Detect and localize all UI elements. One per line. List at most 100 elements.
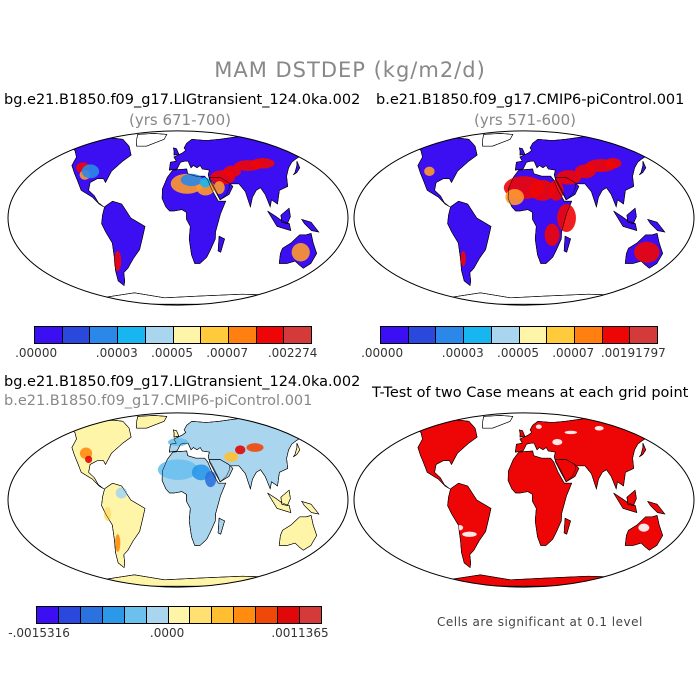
coastline bbox=[278, 233, 317, 269]
colorbar-tick-label: .00007 bbox=[206, 346, 249, 360]
coastline bbox=[301, 218, 320, 233]
colorbar-box bbox=[256, 607, 279, 623]
coastline bbox=[136, 133, 168, 147]
map-border bbox=[353, 412, 695, 588]
coastline bbox=[661, 549, 678, 561]
coastline bbox=[293, 443, 301, 458]
dust-case bbox=[180, 173, 203, 187]
coastline bbox=[507, 168, 573, 264]
map-layer bbox=[354, 130, 694, 306]
coastline bbox=[280, 489, 291, 506]
bottom-left-colorbar bbox=[36, 606, 322, 624]
coastline bbox=[482, 133, 514, 147]
coastline bbox=[136, 415, 168, 429]
bottom-right-title: T-Test of two Case means at each grid po… bbox=[372, 385, 689, 401]
dust-significance bbox=[462, 531, 477, 537]
colorbar-box bbox=[300, 607, 321, 623]
dust-difference bbox=[246, 443, 264, 452]
colorbar-tick-label: .002274 bbox=[267, 346, 318, 360]
colorbar-box bbox=[630, 327, 658, 343]
coastline bbox=[626, 489, 637, 506]
colorbar-box bbox=[519, 327, 548, 343]
coastline bbox=[101, 482, 146, 569]
coastline bbox=[639, 161, 647, 176]
coastline bbox=[161, 168, 227, 264]
colorbar-box bbox=[381, 327, 409, 343]
colorbar-tick-label: .00000 bbox=[15, 346, 58, 360]
coastline bbox=[401, 419, 478, 490]
colorbar-box bbox=[234, 607, 257, 623]
coastline bbox=[515, 135, 657, 208]
colorbar-box bbox=[37, 607, 59, 623]
top-right-years: (yrs 571-600) bbox=[473, 111, 576, 129]
colorbar-box bbox=[278, 607, 301, 623]
land-nz bbox=[661, 549, 678, 561]
colorbar-box bbox=[201, 327, 229, 343]
coastline bbox=[173, 429, 180, 438]
coastline bbox=[624, 233, 663, 269]
coastline bbox=[401, 137, 478, 208]
colorbar-tick-label: .00003 bbox=[441, 346, 484, 360]
colorbar-box bbox=[58, 607, 81, 623]
dust-control bbox=[505, 188, 524, 206]
bottom-right-map bbox=[353, 412, 695, 588]
coastline bbox=[315, 549, 332, 561]
coastline bbox=[169, 135, 311, 208]
colorbar-box bbox=[284, 327, 312, 343]
colorbar-box bbox=[228, 327, 257, 343]
dust-difference bbox=[224, 452, 239, 462]
dust-case bbox=[250, 158, 275, 169]
dust-case bbox=[81, 164, 100, 179]
top-left-colorbar bbox=[34, 326, 312, 344]
coastline bbox=[173, 147, 180, 156]
map-border bbox=[353, 130, 695, 306]
coastline bbox=[613, 210, 638, 231]
colorbar-box bbox=[190, 607, 213, 623]
dust-significance bbox=[535, 424, 542, 429]
colorbar-box bbox=[35, 327, 63, 343]
coastline bbox=[555, 459, 580, 483]
colorbar-tick-label: .00005 bbox=[151, 346, 193, 360]
coastline bbox=[447, 482, 492, 569]
land-nz bbox=[315, 267, 332, 279]
colorbar-box bbox=[574, 327, 603, 343]
dust-difference bbox=[115, 487, 128, 499]
coastline bbox=[482, 415, 514, 429]
coastline bbox=[647, 500, 666, 515]
dust-control bbox=[634, 241, 660, 263]
dust-case bbox=[291, 242, 310, 262]
coastline bbox=[55, 137, 132, 208]
dust-control bbox=[557, 203, 576, 233]
colorbar-box bbox=[102, 607, 125, 623]
colorbar-box bbox=[408, 327, 437, 343]
dust-difference bbox=[235, 445, 246, 455]
coastline bbox=[209, 459, 234, 483]
coastline bbox=[267, 210, 292, 231]
dust-significance bbox=[638, 523, 650, 532]
colorbar-box bbox=[118, 327, 146, 343]
colorbar-box bbox=[173, 327, 202, 343]
coastline bbox=[301, 500, 320, 515]
dust-difference bbox=[103, 507, 112, 522]
coastline bbox=[169, 417, 311, 490]
coastline bbox=[613, 492, 638, 513]
top-left-case-label: bg.e21.B1850.f09_g17.LIGtransient_124.0k… bbox=[4, 92, 361, 108]
colorbar-box bbox=[146, 607, 169, 623]
coastline bbox=[647, 218, 666, 233]
land-nz bbox=[661, 267, 678, 279]
land-nz bbox=[315, 549, 332, 561]
dust-difference bbox=[168, 438, 188, 447]
coastline bbox=[639, 443, 647, 458]
colorbar-tick-label: .00003 bbox=[95, 346, 138, 360]
dust-control bbox=[529, 179, 556, 201]
dust-control bbox=[556, 170, 582, 185]
colorbar-box bbox=[491, 327, 520, 343]
dust-control bbox=[604, 158, 622, 169]
coastline bbox=[507, 450, 573, 546]
colorbar-box bbox=[547, 327, 575, 343]
coastline bbox=[217, 235, 225, 253]
coastline bbox=[515, 417, 657, 490]
colorbar-box bbox=[80, 607, 103, 623]
coastline bbox=[563, 517, 571, 535]
colorbar-box bbox=[90, 327, 119, 343]
